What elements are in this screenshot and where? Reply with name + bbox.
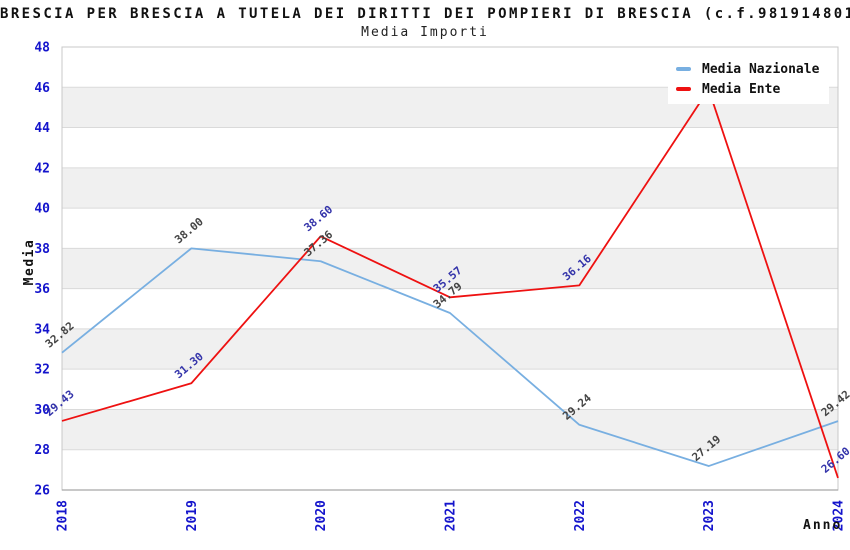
legend: Media Nazionale Media Ente xyxy=(668,56,830,104)
x-tick-label: 2024 xyxy=(832,500,847,531)
legend-item-media-nazionale: Media Nazionale xyxy=(676,59,819,79)
grid-band xyxy=(62,167,838,209)
y-axis-title: Media xyxy=(22,238,37,286)
y-tick-label: 46 xyxy=(34,81,50,96)
y-tick-label: 38 xyxy=(34,242,50,257)
grid-band xyxy=(62,328,838,370)
legend-swatch-nazionale-icon xyxy=(676,67,691,71)
y-tick-label: 34 xyxy=(34,322,50,337)
legend-label-nazionale: Media Nazionale xyxy=(702,61,820,77)
y-tick-label: 26 xyxy=(34,484,50,499)
y-tick-label: 48 xyxy=(34,41,50,56)
x-tick-label: 2021 xyxy=(444,500,459,531)
legend-item-media-ente: Media Ente xyxy=(676,79,819,99)
x-tick-label: 2022 xyxy=(573,500,588,531)
series-line-media-nazionale xyxy=(61,247,839,467)
x-axis-title: Anno xyxy=(803,518,843,533)
y-tick-label: 36 xyxy=(34,282,50,297)
grid-band xyxy=(62,248,838,289)
x-tick-label: 2020 xyxy=(314,500,329,531)
grid-band xyxy=(62,409,838,450)
y-tick-label: 40 xyxy=(34,202,50,217)
chart-subtitle: Media Importi xyxy=(361,25,489,40)
legend-label-ente: Media Ente xyxy=(702,81,781,97)
y-tick-label: 30 xyxy=(34,403,50,418)
x-tick-label: 2019 xyxy=(185,500,200,531)
y-tick-label: 44 xyxy=(34,121,50,136)
x-tick-label: 2018 xyxy=(56,500,71,531)
legend-swatch-ente-icon xyxy=(676,87,691,91)
y-tick-label: 42 xyxy=(34,161,50,176)
chart-title: BRESCIA PER BRESCIA A TUTELA DEI DIRITTI… xyxy=(0,6,850,22)
y-tick-label: 32 xyxy=(34,363,50,378)
point-label: 38.00 xyxy=(172,215,206,246)
x-tick-label: 2023 xyxy=(702,500,717,531)
y-tick-label: 28 xyxy=(34,443,50,458)
